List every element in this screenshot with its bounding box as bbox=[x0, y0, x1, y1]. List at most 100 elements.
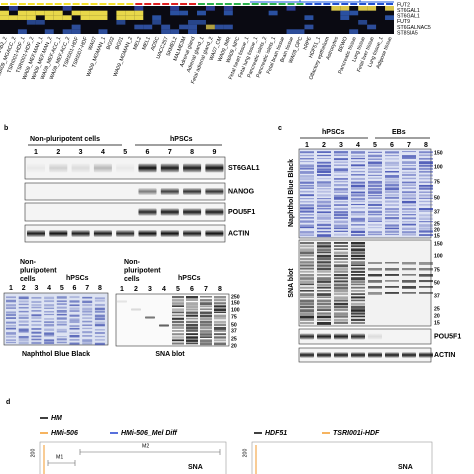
gel-band bbox=[82, 310, 93, 313]
gel-band bbox=[351, 245, 365, 248]
label: 5 bbox=[60, 285, 64, 292]
gel-band bbox=[94, 324, 105, 327]
gel-band bbox=[368, 233, 382, 236]
gel-band bbox=[419, 230, 433, 233]
gel-band bbox=[351, 309, 365, 312]
gel-band bbox=[334, 254, 348, 258]
gel-band bbox=[300, 315, 314, 319]
gel-band bbox=[214, 305, 226, 308]
gel-band bbox=[300, 312, 314, 316]
band bbox=[183, 208, 202, 216]
gel-band bbox=[402, 227, 416, 231]
gel-band bbox=[186, 305, 198, 309]
gel-band bbox=[94, 300, 105, 302]
gel-band bbox=[334, 296, 348, 300]
gel-band bbox=[402, 214, 416, 216]
gel-band bbox=[300, 214, 314, 216]
gel-band bbox=[300, 245, 314, 248]
gel-band bbox=[44, 334, 55, 337]
label: 4 bbox=[356, 142, 360, 149]
label: Non-pluripotent cells bbox=[30, 136, 100, 143]
gel-band bbox=[300, 280, 314, 284]
gel-band bbox=[419, 286, 433, 288]
gel-band bbox=[317, 286, 331, 289]
gel-band bbox=[18, 338, 29, 342]
label: c bbox=[278, 125, 282, 132]
heatmap-cell bbox=[205, 6, 215, 11]
band bbox=[138, 208, 157, 216]
label: 8 bbox=[190, 149, 194, 156]
label: 8 bbox=[98, 285, 102, 292]
gel-band bbox=[300, 154, 314, 157]
gel-band bbox=[214, 336, 226, 339]
band bbox=[116, 163, 135, 173]
gel-band bbox=[6, 335, 16, 338]
group-bar bbox=[63, 3, 71, 5]
label: Naphthol Blue Black bbox=[288, 159, 295, 227]
gel-band bbox=[419, 268, 433, 271]
gel-band bbox=[351, 170, 365, 173]
group-bar bbox=[126, 3, 134, 5]
label: 5 bbox=[123, 149, 127, 156]
gel-band bbox=[18, 324, 29, 326]
label: 1 bbox=[34, 149, 38, 156]
gel-band bbox=[334, 178, 348, 180]
gel-band bbox=[6, 339, 16, 342]
gel-band bbox=[402, 165, 416, 167]
gel-band bbox=[368, 164, 382, 167]
gel-band bbox=[200, 305, 212, 308]
gel-band bbox=[419, 200, 433, 203]
band bbox=[160, 163, 179, 173]
band bbox=[183, 163, 202, 173]
gel-band bbox=[368, 197, 382, 199]
gel-band bbox=[334, 248, 348, 250]
gel-band bbox=[385, 227, 399, 230]
gel-band bbox=[94, 303, 105, 307]
gel-band bbox=[172, 339, 184, 342]
band bbox=[402, 352, 416, 358]
gel-band bbox=[186, 339, 198, 342]
gel-band bbox=[317, 234, 331, 237]
gel-band bbox=[351, 155, 365, 158]
gel-band bbox=[300, 286, 314, 289]
gel-band bbox=[317, 181, 331, 184]
heatmap-cell bbox=[286, 6, 296, 11]
gel-band bbox=[334, 211, 348, 214]
band bbox=[334, 352, 348, 358]
label: ADSC bbox=[150, 36, 161, 52]
gel-band bbox=[300, 220, 314, 223]
gel-band bbox=[419, 280, 433, 283]
heatmap-cell bbox=[358, 19, 368, 25]
gel-band bbox=[419, 167, 433, 170]
band bbox=[183, 188, 202, 195]
label: ST6GAL1 bbox=[397, 14, 420, 20]
group-bar bbox=[1, 3, 8, 5]
group-bar bbox=[287, 3, 295, 5]
gel-band bbox=[317, 318, 331, 322]
gel-band bbox=[368, 280, 382, 283]
group-bar bbox=[180, 3, 188, 5]
gel-band bbox=[82, 296, 93, 299]
band bbox=[317, 352, 331, 358]
label: SNA bbox=[398, 464, 413, 471]
gel-band bbox=[300, 217, 314, 219]
gel-band bbox=[186, 317, 198, 320]
label: FUT9 bbox=[397, 19, 410, 25]
gel-band bbox=[402, 174, 416, 176]
gel-band bbox=[200, 320, 212, 324]
gel-band bbox=[94, 342, 105, 346]
heatmap-cell bbox=[188, 19, 197, 25]
gel-band bbox=[385, 194, 399, 197]
gel-band bbox=[69, 339, 80, 341]
label: cells bbox=[20, 276, 36, 283]
gel-band bbox=[402, 268, 416, 271]
heatmap-cell bbox=[188, 29, 197, 34]
gel-band bbox=[94, 339, 105, 341]
heatmap-cell bbox=[0, 15, 9, 20]
heatmap-cell bbox=[223, 10, 233, 16]
gel-band bbox=[82, 331, 93, 334]
gel-band bbox=[385, 187, 399, 191]
gel-band bbox=[82, 327, 93, 330]
gel-band bbox=[351, 322, 365, 324]
label: 4 bbox=[47, 285, 51, 292]
